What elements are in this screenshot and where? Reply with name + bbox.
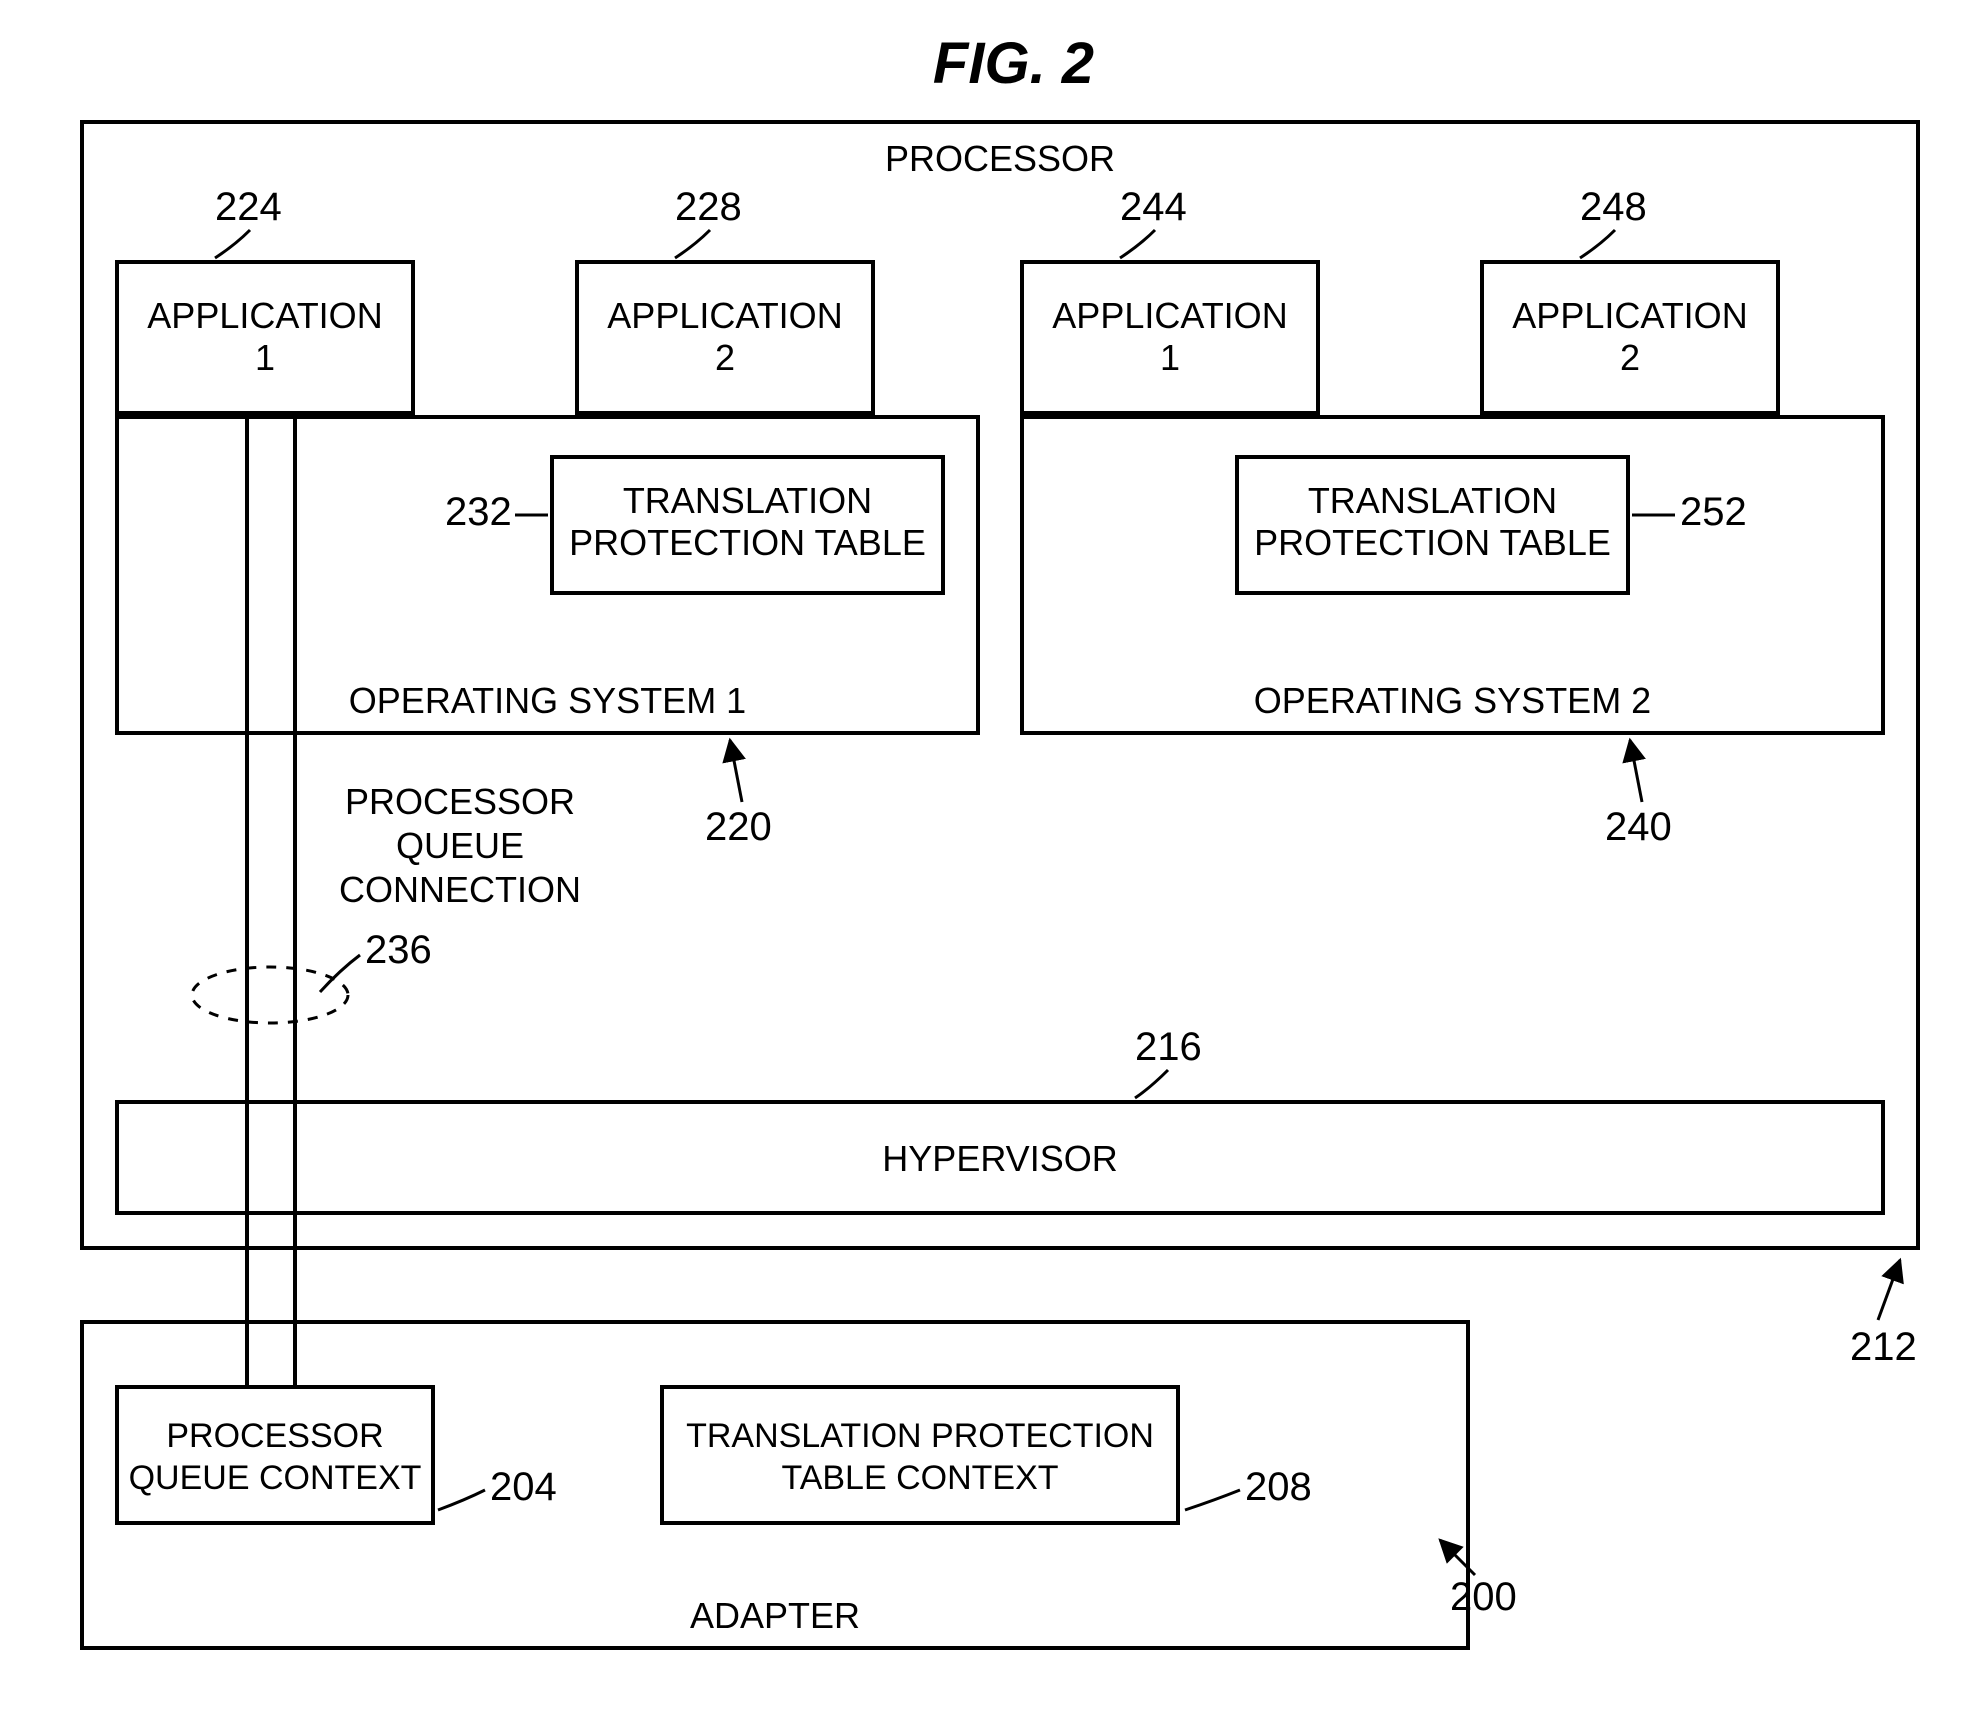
os2-app1-label: APPLICATION 1 [1020,295,1320,379]
diagram-canvas: FIG. 2 PROCESSOR OPERATING SYSTEM 1 APPL… [20,20,1987,1705]
ref-220: 220 [705,805,772,850]
processor-label: PROCESSOR [80,138,1920,180]
ref-232: 232 [445,490,512,535]
ref-252: 252 [1680,490,1747,535]
figure-title: FIG. 2 [20,30,1987,97]
os2-label: OPERATING SYSTEM 2 [1020,680,1885,722]
queue-connection-label: PROCESSOR QUEUE CONNECTION [330,780,590,912]
queue-connection-line-right [293,415,297,1385]
adapter-label: ADAPTER [80,1595,1470,1637]
ref-224: 224 [215,185,282,230]
adapter-tptc-label: TRANSLATION PROTECTION TABLE CONTEXT [660,1415,1180,1499]
ref-228: 228 [675,185,742,230]
os2-tpt-label: TRANSLATION PROTECTION TABLE [1235,480,1630,564]
ref-240: 240 [1605,805,1672,850]
adapter-pqc-label: PROCESSOR QUEUE CONTEXT [115,1415,435,1499]
os2-app2-label: APPLICATION 2 [1480,295,1780,379]
os1-app1-label: APPLICATION 1 [115,295,415,379]
ref-216: 216 [1135,1025,1202,1070]
os1-tpt-label: TRANSLATION PROTECTION TABLE [550,480,945,564]
ref-204: 204 [490,1465,557,1510]
ref-244: 244 [1120,185,1187,230]
ref-200: 200 [1450,1575,1517,1620]
hypervisor-label: HYPERVISOR [115,1138,1885,1180]
queue-connection-line-left [245,415,249,1385]
ref-236: 236 [365,928,432,973]
ref-248: 248 [1580,185,1647,230]
os1-app2-label: APPLICATION 2 [575,295,875,379]
ref-208: 208 [1245,1465,1312,1510]
ref-212: 212 [1850,1325,1917,1370]
